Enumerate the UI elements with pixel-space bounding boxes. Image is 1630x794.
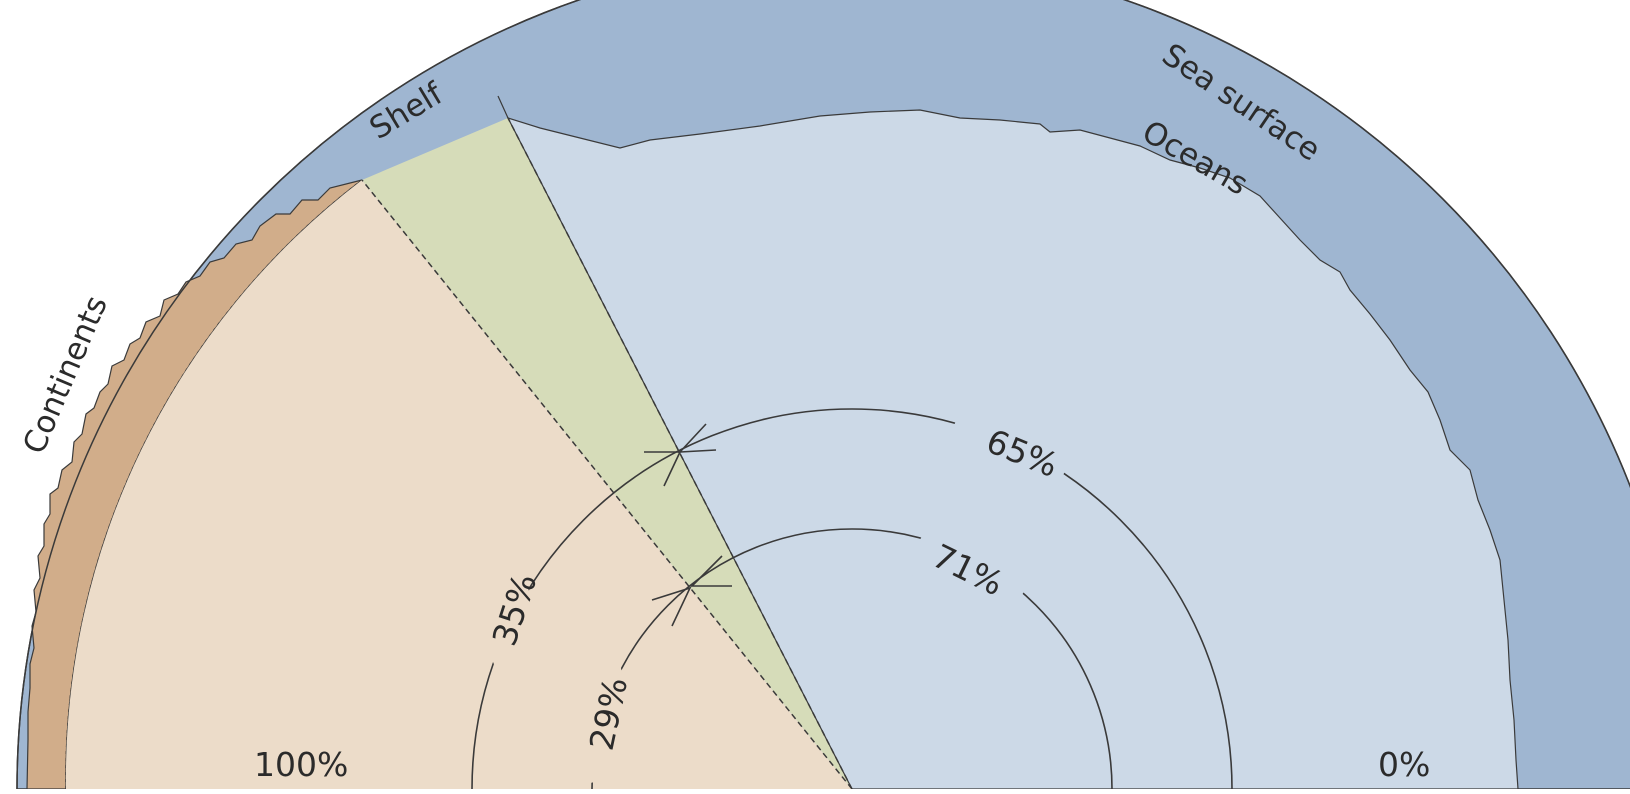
land-interior — [65, 180, 853, 789]
shelf-edge-line — [497, 95, 509, 119]
left-end-label: 100% — [254, 745, 348, 784]
inner-ring-arrow-icon — [651, 555, 732, 627]
shelf-divider-right — [507, 117, 853, 790]
shelf-wedge — [362, 118, 852, 789]
inner-ring-arc — [591, 528, 1113, 790]
outer-ring-arrow-icon — [644, 423, 717, 487]
shelf-divider-left — [361, 179, 853, 790]
right-end-label: 0% — [1378, 745, 1430, 784]
sea-surface-boundary — [16, 0, 1630, 790]
